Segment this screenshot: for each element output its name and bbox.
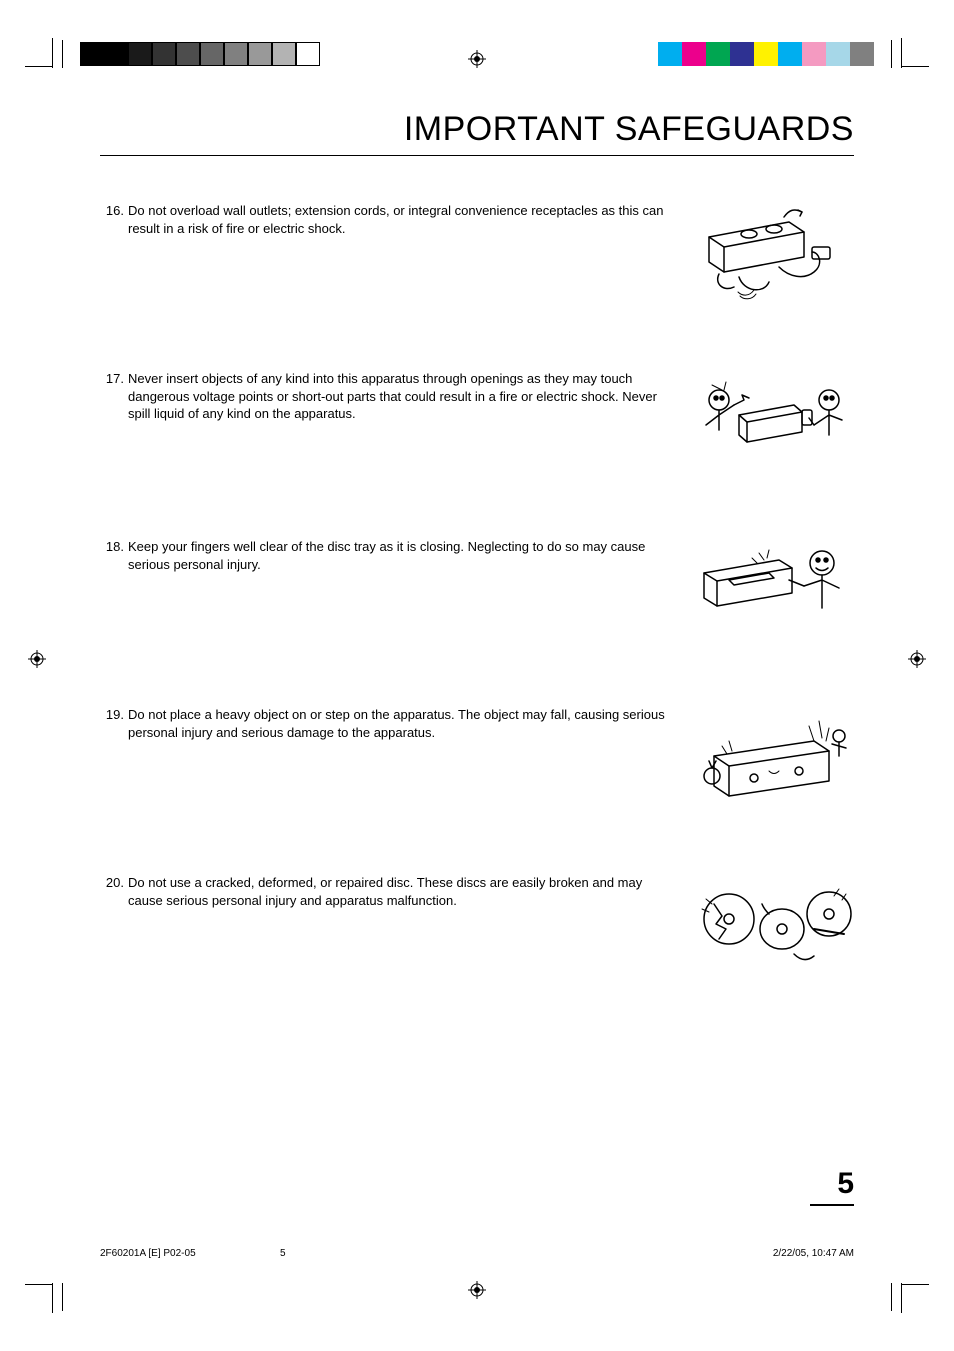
item-text: Never insert objects of any kind into th… (128, 370, 694, 423)
item-text: Keep your fingers well clear of the disc… (128, 538, 694, 573)
footer-timestamp: 2/22/05, 10:47 AM (773, 1248, 854, 1259)
colorbar-swatch (128, 42, 152, 66)
list-item: 17. Never insert objects of any kind int… (100, 370, 854, 470)
colorbar-swatch (80, 42, 104, 66)
registration-mark-icon (28, 650, 46, 668)
colorbar-swatch (176, 42, 200, 66)
colorbar-swatch (224, 42, 248, 66)
insert-objects-icon (694, 370, 854, 470)
colorbar-swatch (730, 42, 754, 66)
colorbar-swatch (152, 42, 176, 66)
item-number: 20. (100, 874, 128, 892)
list-item: 19. Do not place a heavy object on or st… (100, 706, 854, 806)
item-text: Do not use a cracked, deformed, or repai… (128, 874, 694, 909)
colorbar-swatch (826, 42, 850, 66)
colorbar-swatch (850, 42, 874, 66)
page-number: 5 (837, 1167, 854, 1201)
crop-line (62, 1283, 63, 1311)
list-item: 18. Keep your fingers well clear of the … (100, 538, 854, 638)
crop-marks-bottom (0, 1271, 954, 1311)
process-colorbar (658, 42, 874, 66)
registration-mark-icon (908, 650, 926, 668)
colorbar-swatch (658, 42, 682, 66)
crop-line (891, 40, 892, 68)
item-number: 19. (100, 706, 128, 724)
page-content: IMPORTANT SAFEGUARDS 16. Do not overload… (100, 110, 854, 1042)
colorbar-swatch (104, 42, 128, 66)
item-text: Do not place a heavy object on or step o… (128, 706, 694, 741)
colorbar-swatch (778, 42, 802, 66)
grayscale-colorbar (80, 42, 320, 66)
item-number: 16. (100, 202, 128, 220)
overload-outlet-icon (694, 202, 854, 302)
list-item: 20. Do not use a cracked, deformed, or r… (100, 874, 854, 974)
crop-line (901, 1284, 929, 1285)
page-title: IMPORTANT SAFEGUARDS (100, 110, 854, 156)
crop-line (25, 66, 53, 67)
page-number-rule (810, 1204, 854, 1206)
colorbar-swatch (296, 42, 320, 66)
crop-line (901, 38, 902, 68)
heavy-object-step-icon (694, 706, 854, 806)
colorbar-swatch (200, 42, 224, 66)
disc-tray-fingers-icon (694, 538, 854, 638)
registration-mark-icon (468, 50, 486, 68)
footer: 2F60201A [E] P02-05 5 2/22/05, 10:47 AM (100, 1248, 854, 1259)
damaged-disc-icon (694, 874, 854, 974)
safeguard-list: 16. Do not overload wall outlets; extens… (100, 202, 854, 974)
crop-line (52, 38, 53, 68)
item-number: 18. (100, 538, 128, 556)
footer-doc-id: 2F60201A [E] P02-05 (100, 1248, 196, 1259)
crop-line (901, 1283, 902, 1313)
colorbar-swatch (248, 42, 272, 66)
item-number: 17. (100, 370, 128, 388)
list-item: 16. Do not overload wall outlets; extens… (100, 202, 854, 302)
crop-line (52, 1283, 53, 1313)
colorbar-swatch (706, 42, 730, 66)
item-text: Do not overload wall outlets; extension … (128, 202, 694, 237)
colorbar-swatch (802, 42, 826, 66)
crop-line (25, 1284, 53, 1285)
footer-page: 5 (280, 1248, 286, 1259)
crop-line (891, 1283, 892, 1311)
colorbar-swatch (682, 42, 706, 66)
crop-line (901, 66, 929, 67)
colorbar-swatch (754, 42, 778, 66)
colorbar-swatch (272, 42, 296, 66)
crop-line (62, 40, 63, 68)
